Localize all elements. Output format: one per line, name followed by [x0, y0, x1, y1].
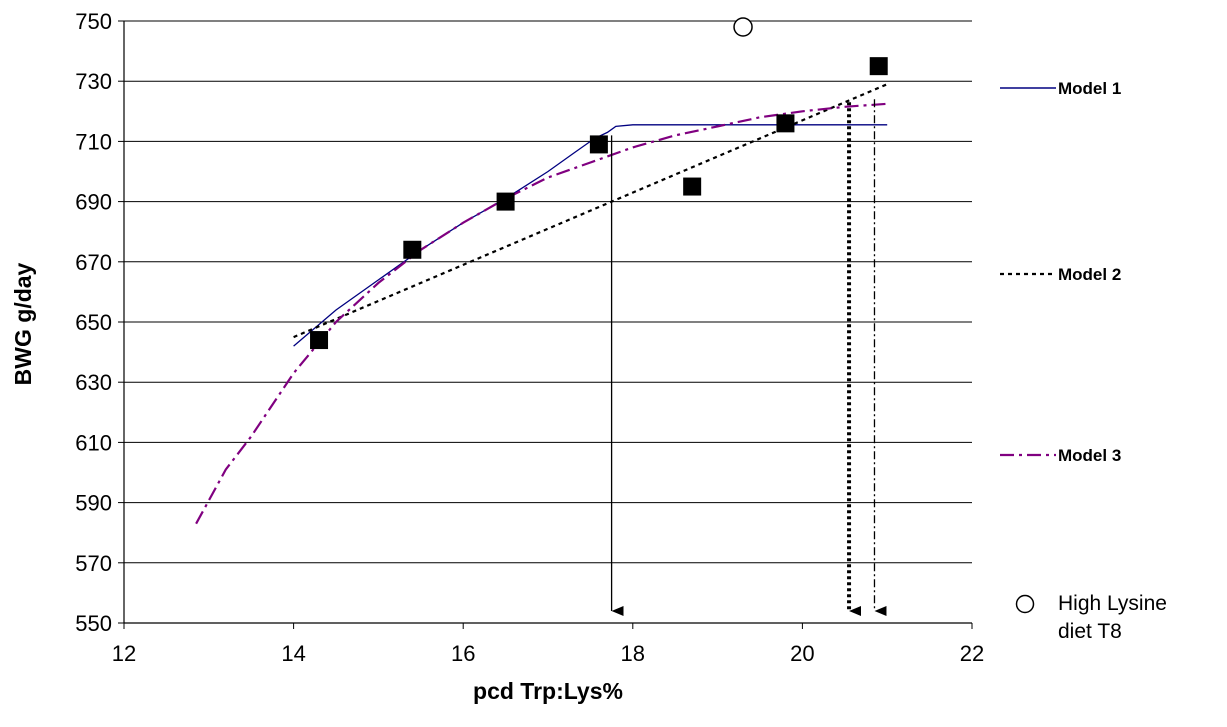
observed-point — [776, 114, 795, 133]
y-tick-label: 710 — [75, 129, 112, 154]
y-tick-label: 690 — [75, 190, 112, 215]
x-tick-label: 20 — [790, 641, 814, 666]
requirement-arrows — [610, 99, 887, 616]
observed-point — [869, 57, 888, 76]
y-tick-label: 650 — [75, 310, 112, 335]
y-tick-label: 730 — [75, 69, 112, 94]
y-tick-label: 750 — [75, 9, 112, 34]
y-tick-label: 670 — [75, 250, 112, 275]
x-tick-label: 16 — [451, 641, 475, 666]
legend-label-model-1: Model 1 — [1058, 79, 1121, 98]
high-lysine-label-line1: High Lysine — [1058, 592, 1167, 615]
y-axis-title: BWG g/day — [10, 262, 36, 385]
observed-point — [683, 177, 702, 196]
observed-point — [403, 240, 422, 259]
high-lysine-legend-marker — [1015, 594, 1035, 614]
model-line-2 — [293, 83, 888, 339]
x-tick-label: 14 — [281, 641, 305, 666]
model-line-1 — [293, 124, 888, 347]
y-tick-label: 610 — [75, 430, 112, 455]
high-lysine-point — [733, 17, 753, 37]
gridlines — [124, 20, 972, 564]
data-points — [310, 17, 888, 350]
legend: Model 1 Model 2 Model 3 — [1000, 79, 1121, 614]
model-line-3 — [195, 102, 888, 525]
legend-label-model-3: Model 3 — [1058, 446, 1121, 465]
y-tick-label: 550 — [75, 611, 112, 636]
legend-label-model-2: Model 2 — [1058, 265, 1121, 284]
y-tick-label: 630 — [75, 370, 112, 395]
y-tick-label: 590 — [75, 491, 112, 516]
observed-point — [496, 192, 515, 211]
x-tick-label: 12 — [112, 641, 136, 666]
x-axis-title: pcd Trp:Lys% — [473, 678, 623, 704]
x-tick-label: 22 — [960, 641, 984, 666]
high-lysine-label-line2: diet T8 — [1058, 620, 1122, 643]
x-tick-label: 18 — [621, 641, 645, 666]
observed-point — [310, 331, 329, 350]
model-lines — [195, 83, 888, 525]
axes: 550 570 590 610 630 650 670 690 710 730 750 12 14 16 1… — [75, 9, 984, 666]
y-tick-label: 570 — [75, 551, 112, 576]
observed-point — [589, 135, 608, 154]
